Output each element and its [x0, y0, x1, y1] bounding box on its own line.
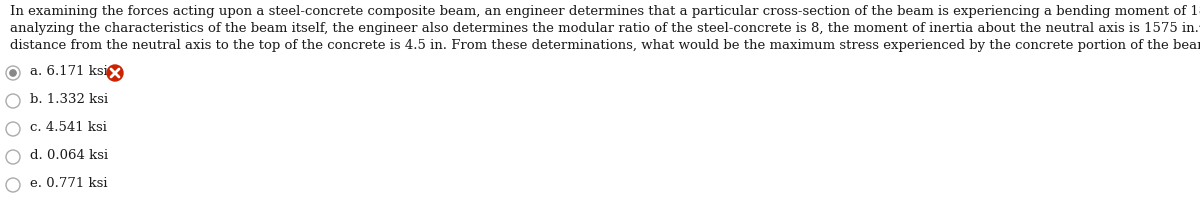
Text: In examining the forces acting upon a steel-concrete composite beam, an engineer: In examining the forces acting upon a st…	[10, 5, 1200, 18]
Text: e. 0.771 ksi: e. 0.771 ksi	[30, 176, 108, 189]
Text: distance from the neutral axis to the top of the concrete is 4.5 in. From these : distance from the neutral axis to the to…	[10, 39, 1200, 52]
Text: b. 1.332 ksi: b. 1.332 ksi	[30, 92, 108, 105]
Circle shape	[107, 66, 124, 82]
Text: d. 0.064 ksi: d. 0.064 ksi	[30, 148, 108, 161]
Text: c. 4.541 ksi: c. 4.541 ksi	[30, 121, 107, 133]
Circle shape	[10, 70, 16, 77]
Text: analyzing the characteristics of the beam itself, the engineer also determines t: analyzing the characteristics of the bea…	[10, 22, 1200, 35]
Text: a. 6.171 ksi: a. 6.171 ksi	[30, 65, 108, 78]
